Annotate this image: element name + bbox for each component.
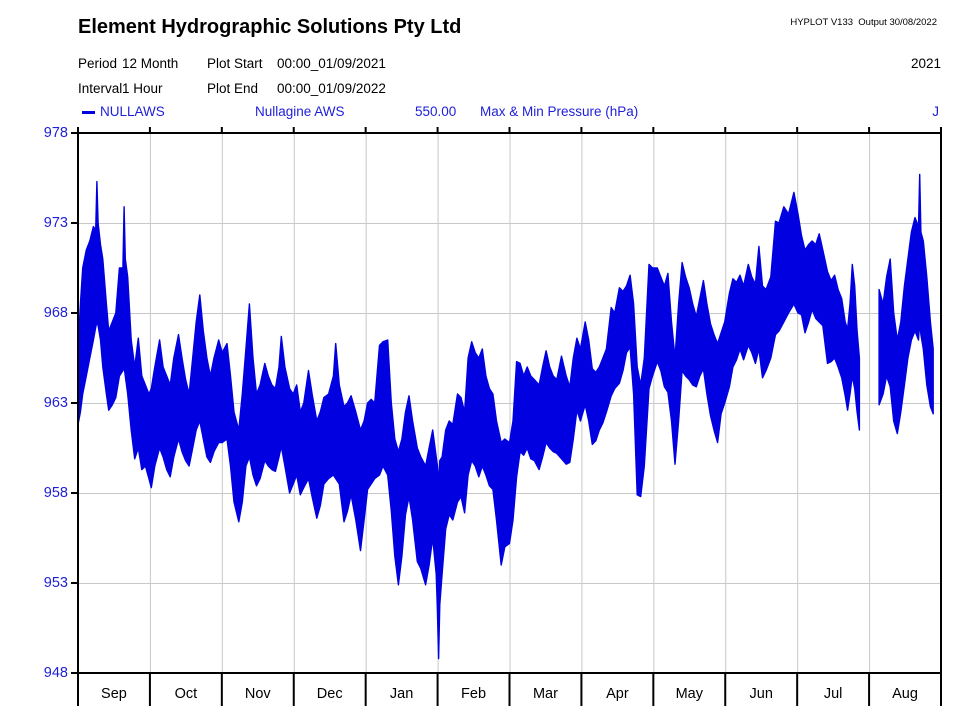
page-title: Element Hydrographic Solutions Pty Ltd: [78, 16, 462, 38]
x-axis: Sep Oct Nov Dec Jan Feb Mar Apr May Jun Jul Aug: [77, 127, 942, 706]
legend-line-sample-icon: [82, 111, 95, 114]
period-value: 12 Month: [122, 56, 179, 71]
plot-start-label: Plot Start: [207, 56, 263, 71]
x-axis-month-label: Jul: [824, 686, 843, 702]
plot-end-label: Plot End: [207, 81, 259, 96]
y-axis-tick-label: 963: [44, 395, 68, 411]
x-axis-month-label: Mar: [533, 686, 558, 702]
pressure-band: [77, 173, 934, 660]
legend-station-id: NULLAWS: [100, 104, 165, 119]
y-axis-tick-label: 958: [44, 485, 68, 501]
legend-quality-flag: J: [932, 104, 939, 119]
y-axis-tick-label: 978: [44, 125, 68, 141]
x-axis-month-label: Jun: [750, 686, 773, 702]
period-label: Period: [78, 56, 118, 71]
y-axis: 978 973 968 963 958 953 948: [44, 125, 78, 681]
x-axis-month-label: Aug: [892, 686, 918, 702]
x-axis-month-label: Oct: [175, 686, 198, 702]
x-axis-month-label: Apr: [606, 686, 629, 702]
x-axis-month-label: Dec: [317, 686, 343, 702]
x-axis-month-label: Sep: [101, 686, 127, 702]
hyplot-version-note: HYPLOT V133 Output 30/08/2022: [790, 17, 937, 28]
year-label: 2021: [910, 56, 941, 71]
interval-label: Interval: [78, 81, 123, 96]
pressure-band-segment: [878, 173, 934, 435]
plot-end-value: 00:00_01/09/2022: [277, 81, 386, 96]
legend-series-label: Max & Min Pressure (hPa): [480, 104, 639, 119]
legend-station-name: Nullagine AWS: [255, 104, 345, 119]
x-axis-month-label: May: [676, 686, 704, 702]
y-axis-tick-label: 973: [44, 215, 68, 231]
plot-start-value: 00:00_01/09/2021: [277, 56, 386, 71]
x-axis-month-label: Nov: [245, 686, 272, 702]
x-axis-month-label: Jan: [390, 686, 413, 702]
y-axis-tick-label: 948: [44, 665, 68, 681]
y-axis-tick-label: 968: [44, 305, 68, 321]
interval-value: 1 Hour: [122, 81, 163, 96]
y-axis-tick-label: 953: [44, 575, 68, 591]
x-axis-month-label: Feb: [461, 686, 486, 702]
pressure-band-segment: [77, 180, 861, 660]
legend-station-value: 550.00: [415, 104, 457, 119]
